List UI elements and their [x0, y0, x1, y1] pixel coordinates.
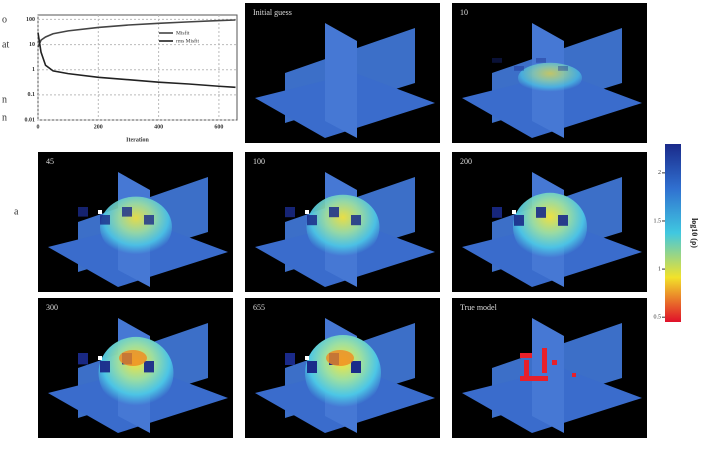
true-anomaly: [552, 360, 557, 365]
image-panel: 10: [452, 3, 647, 143]
anomaly-block: [558, 215, 568, 226]
anomaly-core: [119, 350, 147, 366]
anomaly: [307, 195, 380, 260]
anomaly-block: [492, 207, 502, 218]
anomaly-block: [100, 215, 110, 225]
y-tick-label: 0.1: [28, 92, 36, 98]
anomaly-block: [307, 361, 317, 373]
colorbar-title: log10 (ρ): [690, 218, 699, 248]
panel-label: 100: [253, 157, 265, 166]
panel-label: 200: [460, 157, 472, 166]
panel-label: 655: [253, 303, 265, 312]
slice-plane: [532, 318, 564, 433]
anomaly-block: [514, 66, 524, 71]
anomaly-block: [305, 356, 309, 360]
true-anomaly: [520, 353, 532, 358]
colorbar-tick-label: 1.5: [654, 218, 662, 224]
anomaly-block: [285, 207, 295, 217]
x-tick-label: 400: [154, 124, 163, 130]
anomaly-block: [558, 66, 568, 71]
image-panel: 655: [245, 298, 440, 438]
anomaly-block: [100, 361, 110, 372]
true-anomaly: [542, 348, 547, 373]
margin-fragment: a: [14, 206, 19, 217]
anomaly-block: [305, 210, 309, 214]
image-panel: 300: [38, 298, 233, 438]
colorbar-tick-label: 1: [658, 266, 661, 272]
anomaly-block: [512, 210, 516, 214]
anomaly-block: [536, 207, 546, 218]
anomaly-block: [144, 215, 154, 225]
image-panel: 100: [245, 152, 440, 292]
margin-fragment: at: [2, 39, 9, 50]
anomaly-block: [144, 361, 154, 372]
anomaly: [99, 337, 174, 409]
image-panel: 45: [38, 152, 233, 292]
anomaly-block: [514, 215, 524, 226]
margin-fragment: o: [2, 14, 7, 25]
panel-label: Initial guess: [253, 8, 292, 17]
image-panel: Initial guess: [245, 3, 440, 143]
anomaly-block: [536, 58, 546, 63]
x-axis-label: Iteration: [126, 137, 149, 143]
image-panel: 200: [452, 152, 647, 292]
slice-plane: [325, 23, 357, 138]
panel-label: 300: [46, 303, 58, 312]
anomaly-block: [492, 58, 502, 63]
colorbar: [665, 144, 681, 322]
x-tick-label: 600: [214, 124, 223, 130]
y-tick-label: 0.01: [25, 117, 36, 123]
y-tick-label: 1: [32, 67, 35, 73]
anomaly: [513, 193, 587, 261]
anomaly: [518, 63, 582, 93]
colorbar-tick-label: 0.5: [654, 315, 662, 321]
anomaly-block: [329, 207, 339, 217]
anomaly-block: [351, 215, 361, 225]
anomaly-block: [285, 353, 295, 365]
anomaly-core: [326, 350, 354, 366]
image-panel: True model: [452, 298, 647, 438]
legend-label: rms Misfit: [176, 37, 200, 44]
x-tick-label: 0: [37, 124, 40, 130]
anomaly-block: [98, 210, 102, 214]
panel-label: 45: [46, 157, 54, 166]
anomaly-block: [78, 207, 88, 217]
x-tick-label: 200: [94, 124, 103, 130]
true-anomaly: [572, 373, 576, 377]
margin-fragment: n: [2, 94, 7, 105]
anomaly-block: [351, 361, 361, 373]
anomaly-block: [78, 353, 88, 364]
y-tick-label: 10: [29, 42, 35, 48]
anomaly-block: [307, 215, 317, 225]
true-anomaly: [524, 360, 529, 378]
panel-label: 10: [460, 8, 468, 17]
panel-label: True model: [460, 303, 498, 312]
anomaly: [100, 197, 172, 258]
margin-fragment: n: [2, 112, 7, 123]
y-tick-label: 100: [26, 17, 35, 23]
colorbar-tick-label: 2: [658, 170, 661, 176]
anomaly-block: [98, 356, 102, 360]
legend-label: Misfit: [176, 29, 190, 36]
anomaly-block: [122, 207, 132, 217]
